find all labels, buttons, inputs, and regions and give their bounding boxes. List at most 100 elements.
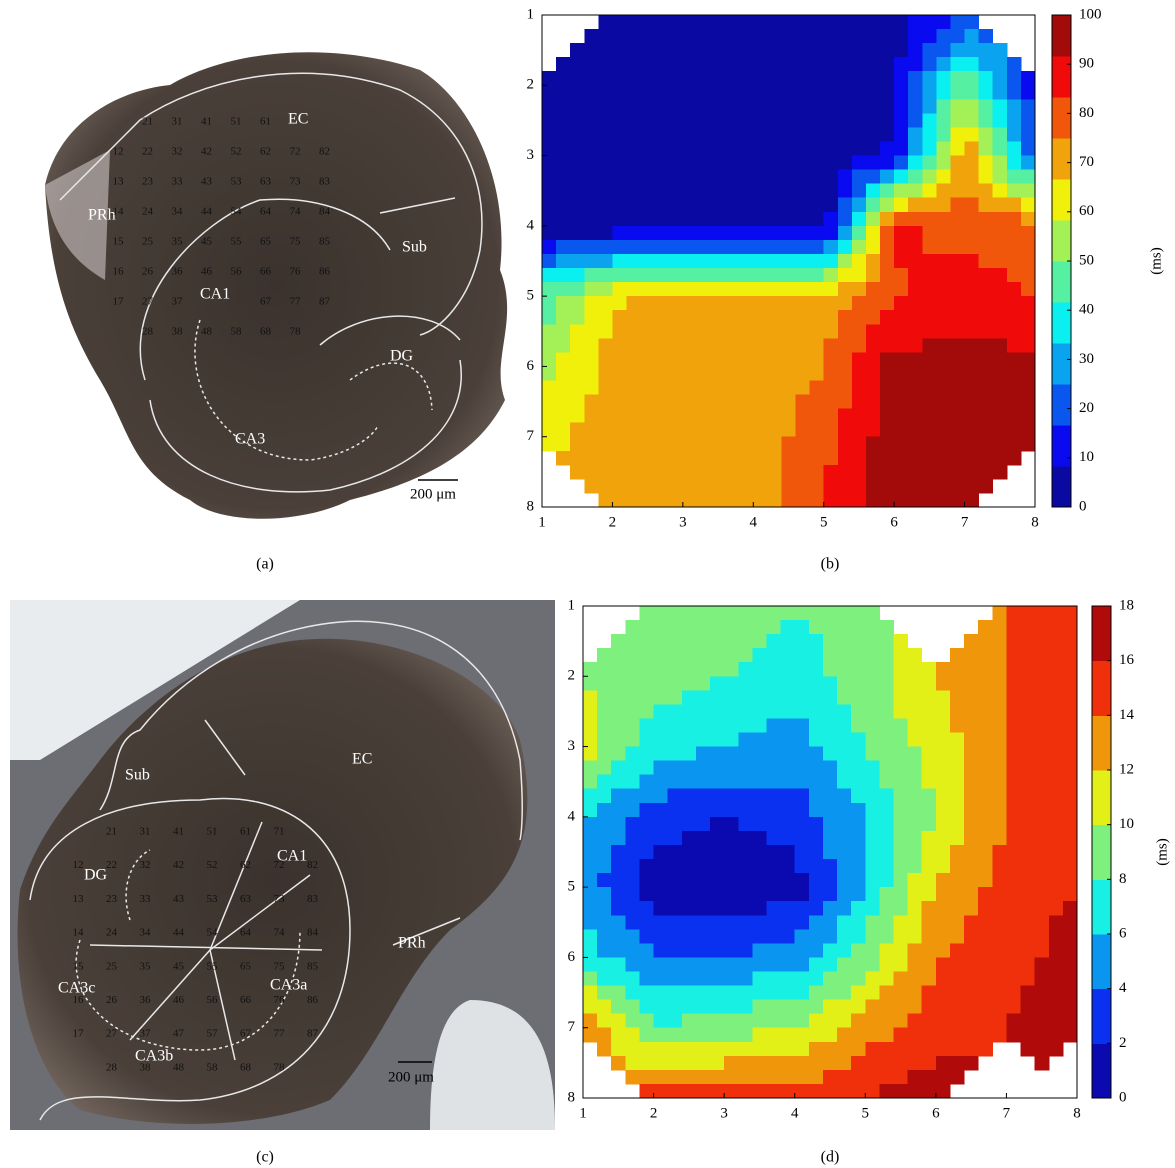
contour-cell bbox=[781, 634, 796, 649]
electrode-label: 83 bbox=[307, 893, 319, 905]
contour-cell bbox=[682, 817, 697, 832]
contour-cell bbox=[824, 338, 839, 353]
contour-cell bbox=[936, 1056, 951, 1071]
contour-cell bbox=[556, 156, 571, 171]
contour-cell bbox=[597, 845, 612, 860]
contour-cell bbox=[556, 226, 571, 241]
contour-cell bbox=[965, 170, 980, 185]
contour-cell bbox=[936, 1014, 951, 1029]
contour-cell bbox=[583, 929, 598, 944]
contour-cell bbox=[710, 704, 725, 719]
contour-cell bbox=[611, 704, 626, 719]
contour-cell bbox=[809, 873, 824, 888]
contour-cell bbox=[598, 493, 613, 508]
contour-cell bbox=[866, 127, 881, 142]
contour-cell bbox=[1006, 662, 1021, 677]
contour-cell bbox=[1021, 1042, 1036, 1057]
contour-cell bbox=[823, 718, 838, 733]
contour-cell bbox=[810, 296, 825, 311]
contour-cell bbox=[724, 704, 739, 719]
contour-cell bbox=[809, 957, 824, 972]
contour-cell bbox=[542, 282, 557, 297]
contour-cell bbox=[752, 943, 767, 958]
contour-cell bbox=[837, 704, 852, 719]
contour-cell bbox=[697, 352, 712, 367]
contour-cell bbox=[894, 887, 909, 902]
contour-cell bbox=[611, 831, 626, 846]
contour-cell bbox=[697, 71, 712, 86]
contour-cell bbox=[682, 676, 697, 691]
contour-cell bbox=[766, 662, 781, 677]
contour-cell bbox=[753, 15, 768, 30]
contour-cell bbox=[766, 915, 781, 930]
contour-cell bbox=[964, 873, 979, 888]
electrode-label: 32 bbox=[140, 859, 151, 871]
contour-cell bbox=[598, 268, 613, 283]
contour-cell bbox=[556, 170, 571, 185]
contour-cell bbox=[767, 184, 782, 199]
contour-cell bbox=[639, 803, 654, 818]
contour-cell bbox=[625, 1070, 640, 1085]
contour-cell bbox=[1063, 859, 1078, 874]
contour-cell bbox=[654, 634, 669, 649]
colorbar-band bbox=[1092, 661, 1111, 716]
contour-cell bbox=[851, 817, 866, 832]
y-tick-label: 3 bbox=[527, 147, 535, 163]
contour-cell bbox=[837, 887, 852, 902]
contour-cell bbox=[752, 690, 767, 705]
contour-cell bbox=[908, 986, 923, 1001]
contour-cell bbox=[851, 986, 866, 1001]
contour-cell bbox=[795, 789, 810, 804]
contour-cell bbox=[570, 85, 585, 100]
x-tick-label: 5 bbox=[820, 514, 828, 530]
contour-cell bbox=[683, 366, 698, 381]
contour-cell bbox=[696, 831, 711, 846]
colorbar-label: (ms) bbox=[1148, 247, 1164, 275]
contour-cell bbox=[696, 845, 711, 860]
contour-cell bbox=[810, 423, 825, 438]
contour-cell bbox=[993, 127, 1008, 142]
contour-cell bbox=[908, 887, 923, 902]
contour-cell bbox=[570, 423, 585, 438]
contour-cell bbox=[810, 268, 825, 283]
contour-cell bbox=[627, 240, 642, 255]
contour-cell bbox=[978, 1028, 993, 1043]
electrode-label: 75 bbox=[274, 960, 286, 972]
contour-cell bbox=[894, 929, 909, 944]
contour-cell bbox=[865, 761, 880, 776]
contour-cell bbox=[710, 648, 725, 663]
contour-cell bbox=[1063, 648, 1078, 663]
contour-cell bbox=[880, 268, 895, 283]
contour-cell bbox=[725, 15, 740, 30]
contour-cell bbox=[669, 296, 684, 311]
contour-cell bbox=[710, 747, 725, 762]
contour-cell bbox=[908, 747, 923, 762]
contour-cell bbox=[654, 873, 669, 888]
contour-cell bbox=[838, 380, 853, 395]
electrode-label: 52 bbox=[207, 859, 218, 871]
contour-cell bbox=[683, 451, 698, 466]
contour-cell bbox=[866, 437, 881, 452]
contour-cell bbox=[654, 929, 669, 944]
contour-cell bbox=[683, 324, 698, 339]
contour-cell bbox=[639, 971, 654, 986]
contour-cell bbox=[625, 859, 640, 874]
contour-cell bbox=[611, 1042, 626, 1057]
contour-cell bbox=[824, 296, 839, 311]
contour-cell bbox=[866, 156, 881, 171]
contour-cell bbox=[1021, 971, 1036, 986]
contour-cell bbox=[965, 310, 980, 325]
contour-cell bbox=[696, 733, 711, 748]
contour-cell bbox=[866, 296, 881, 311]
contour-cell bbox=[922, 733, 937, 748]
contour-cell bbox=[1007, 240, 1022, 255]
x-tick-label: 7 bbox=[961, 514, 969, 530]
contour-cell bbox=[796, 268, 811, 283]
contour-cell bbox=[894, 1028, 909, 1043]
contour-cell bbox=[654, 662, 669, 677]
electrode-label: 55 bbox=[207, 960, 219, 972]
contour-cell bbox=[964, 1028, 979, 1043]
contour-cell bbox=[668, 648, 683, 663]
contour-cell bbox=[796, 29, 811, 44]
contour-cell bbox=[627, 423, 642, 438]
